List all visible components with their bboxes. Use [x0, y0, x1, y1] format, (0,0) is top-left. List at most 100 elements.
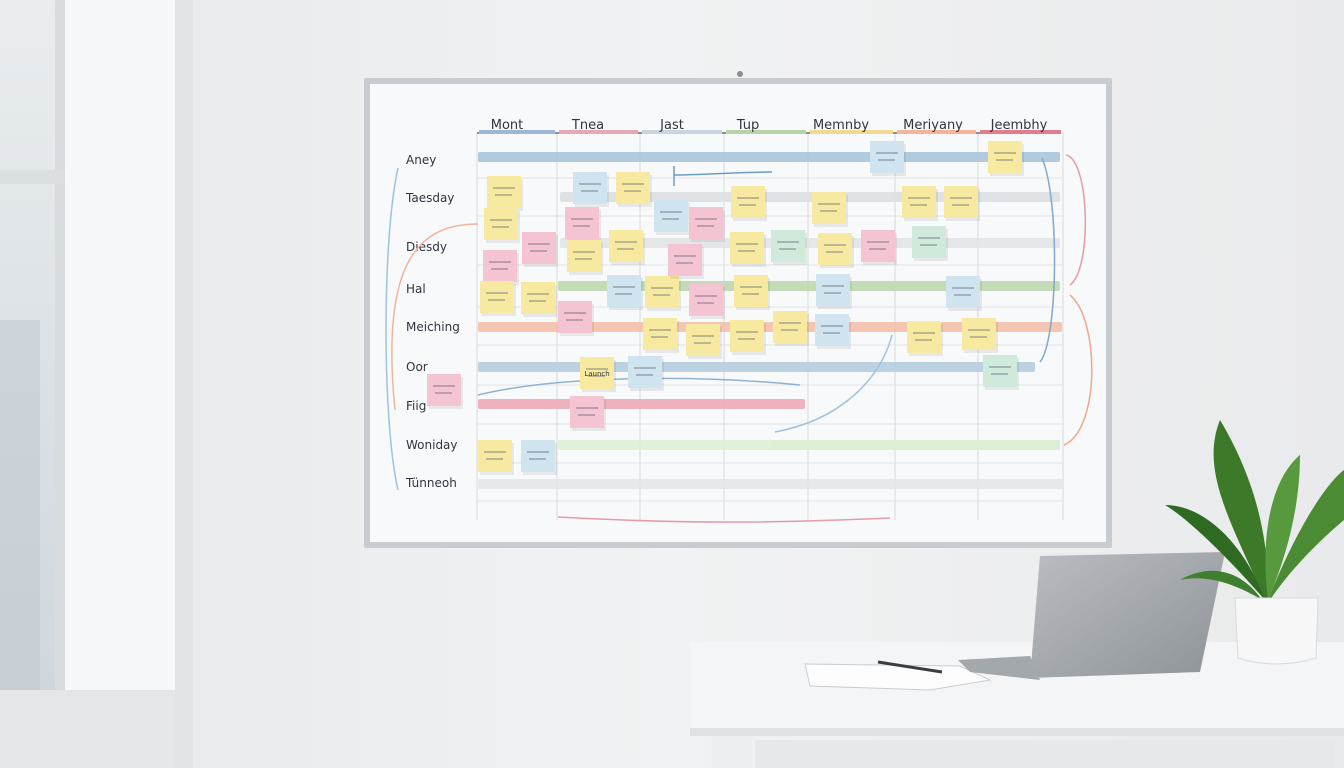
- row-label: Meiching: [406, 320, 460, 334]
- sticky-note: [427, 374, 461, 406]
- arrow: [1063, 294, 1093, 446]
- laptop-base: [958, 656, 1040, 680]
- sticky-note: [645, 276, 679, 308]
- sticky-note: [944, 186, 978, 218]
- sticky-note: [484, 208, 518, 240]
- column-accent: [980, 130, 1061, 134]
- sticky-note: [818, 233, 852, 265]
- sticky-note: [580, 357, 614, 389]
- row-label: Tünneoh: [405, 476, 457, 490]
- column-accent: [559, 130, 638, 134]
- sticky-note: [643, 318, 677, 350]
- sticky-note: [870, 141, 904, 173]
- sticky-note: [731, 186, 765, 218]
- note-text: Launch: [584, 370, 609, 378]
- arrow: [673, 166, 773, 186]
- sticky-note: [686, 324, 720, 356]
- sticky-note: [902, 186, 936, 218]
- sticky-note: [907, 321, 941, 353]
- sticky-note: [573, 172, 607, 204]
- column-header: Memnby: [813, 118, 869, 133]
- sticky-note: [521, 282, 555, 314]
- column-header: Mont: [491, 118, 524, 133]
- plant: [1165, 420, 1344, 665]
- arrow: [557, 516, 891, 523]
- sticky-note: [628, 356, 662, 388]
- sticky-note: [812, 192, 846, 224]
- column-accent: [897, 130, 976, 134]
- arrow: [385, 167, 399, 491]
- timeline-bar: [558, 281, 1060, 291]
- sticky-note: [654, 200, 688, 232]
- row-label: Hal: [406, 282, 426, 296]
- sticky-note: [734, 275, 768, 307]
- sticky-note: [521, 440, 555, 472]
- sticky-note: [730, 232, 764, 264]
- timeline-bar: [478, 362, 1035, 372]
- row-label: Diesdy: [406, 240, 447, 254]
- timeline-bar: [478, 479, 1063, 489]
- sticky-note: [522, 232, 556, 264]
- pen: [877, 660, 943, 674]
- sticky-note: [815, 314, 849, 346]
- sticky-note: [816, 274, 850, 306]
- sticky-note: [565, 207, 599, 239]
- sticky-note: [988, 141, 1022, 173]
- column-accent: [810, 130, 893, 134]
- sticky-note: [861, 230, 895, 262]
- row-label: Fiig: [406, 399, 426, 413]
- row-label: Aney: [406, 153, 436, 167]
- timeline-bar: [558, 440, 1060, 450]
- sticky-note: [773, 311, 807, 343]
- timeline-bar: [478, 399, 805, 409]
- arrow: [774, 334, 893, 433]
- row-label: Oor: [406, 360, 428, 374]
- desk-leg: [712, 736, 752, 768]
- sticky-note: [480, 281, 514, 313]
- sticky-note: [607, 275, 641, 307]
- laptop-lid: [1030, 552, 1225, 678]
- column-header: Jast: [659, 118, 684, 133]
- sticky-note: [689, 207, 723, 239]
- desk-edge: [690, 728, 1344, 736]
- desk-drawer: [755, 740, 1335, 768]
- sticky-note: [771, 230, 805, 262]
- arrow: [391, 223, 479, 411]
- column-header: Jeembhy: [990, 118, 1048, 133]
- row-label: Woniday: [406, 438, 458, 452]
- sticky-note: [570, 396, 604, 428]
- column-accent: [479, 130, 555, 134]
- timeline-bar: [478, 152, 1060, 162]
- window-reveal: [175, 0, 193, 768]
- notebook: [804, 663, 992, 691]
- board-content: Mont Tnea Jast Tup Memnby Meriyany Jeembhy Aney…: [385, 118, 1093, 523]
- sticky-note: [478, 440, 512, 472]
- column-header: Tup: [736, 118, 759, 133]
- sticky-note: [962, 318, 996, 350]
- window-frame: [0, 170, 65, 184]
- board-hook: [737, 71, 743, 77]
- sticky-note: [689, 284, 723, 316]
- window-building: [0, 320, 40, 700]
- sticky-note: [983, 355, 1017, 387]
- sticky-note: [487, 176, 521, 208]
- arrow: [1039, 157, 1056, 363]
- column-header: Tnea: [571, 118, 604, 133]
- sticky-note: [609, 230, 643, 262]
- arrow: [1065, 154, 1087, 286]
- column-accent: [726, 130, 806, 134]
- column-header: Meriyany: [903, 118, 963, 133]
- sticky-note: [616, 172, 650, 204]
- sticky-note: [483, 250, 517, 282]
- sticky-note: [567, 240, 601, 272]
- sticky-note: [946, 276, 980, 308]
- window-frame: [55, 0, 65, 720]
- window-sill: [0, 690, 190, 768]
- sticky-note: [730, 320, 764, 352]
- row-label: Taesday: [405, 191, 454, 205]
- sticky-note: [558, 301, 592, 333]
- sticky-note: [912, 226, 946, 258]
- column-accent: [642, 130, 722, 134]
